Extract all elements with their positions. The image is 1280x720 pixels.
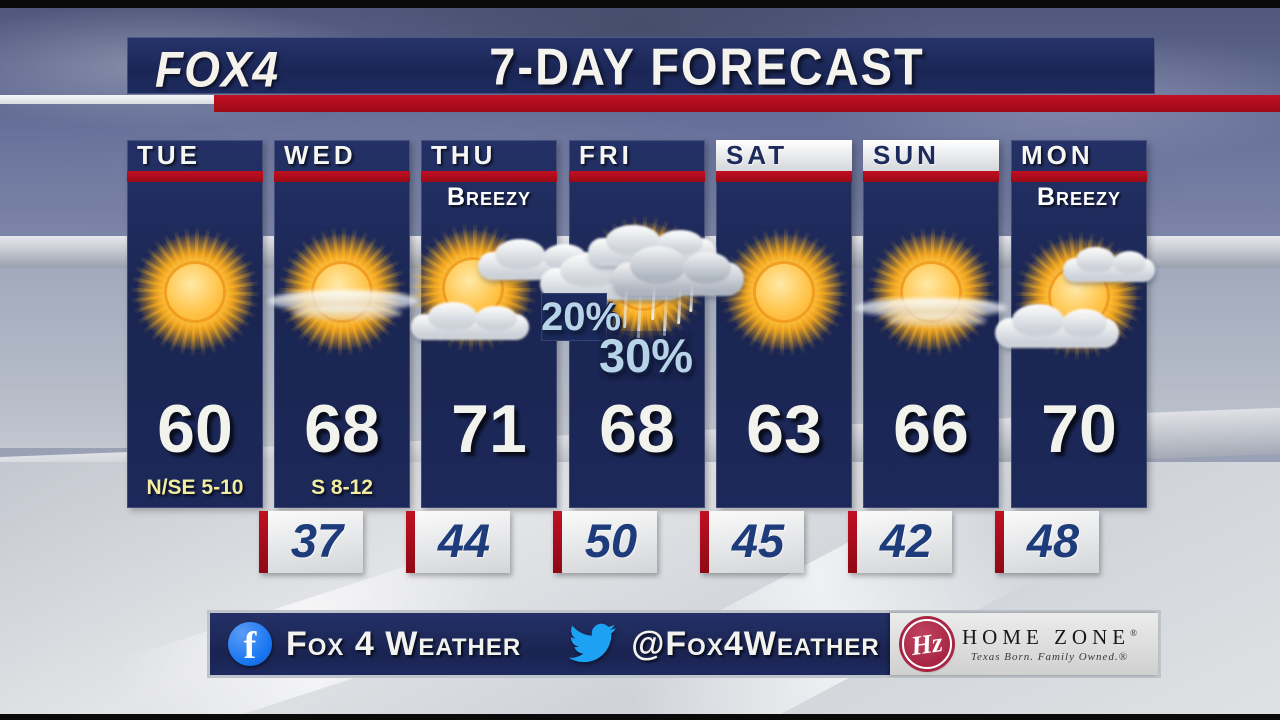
footer-bar: f Fox 4 Weather @Fox4Weather Hz HOME ZON… — [207, 610, 1161, 678]
low-temp-box: 37 — [259, 511, 363, 573]
trademark-symbol: ® — [1130, 628, 1137, 638]
accent-stripe-white — [0, 95, 214, 104]
low-temp: 37 — [290, 514, 344, 567]
forecast-column-tue: TUE 60 N/SE 5-10 — [127, 140, 263, 508]
sponsor-panel: Hz HOME ZONE® Texas Born. Family Owned.® — [890, 613, 1158, 675]
condition-label: Breezy — [1036, 183, 1122, 211]
forecast-column-sat: SAT 63 — [716, 140, 852, 508]
low-temp: 50 — [584, 514, 638, 567]
home-zone-monogram: Hz — [909, 626, 945, 661]
facebook-glyph: f — [243, 625, 257, 667]
day-label: FRI — [579, 140, 633, 170]
low-temp: 42 — [879, 514, 933, 567]
day-label: TUE — [137, 140, 201, 170]
day-stripe — [716, 171, 852, 182]
mostly-sunny-icon — [268, 186, 418, 376]
twitter-icon — [569, 623, 616, 663]
high-temp: 70 — [1041, 391, 1117, 467]
precip-chance-thu: 20% — [541, 293, 622, 341]
day-stripe — [274, 171, 410, 182]
high-temp: 66 — [893, 391, 969, 467]
wind-label: S 8-12 — [311, 476, 373, 499]
day-label: WED — [284, 140, 357, 170]
high-temp: 63 — [746, 391, 822, 467]
day-label: THU — [431, 140, 497, 170]
condition-label: Breezy — [446, 183, 532, 211]
low-temp-box: 44 — [406, 511, 510, 573]
day-stripe — [569, 171, 705, 182]
letterbox-bar — [0, 0, 1280, 8]
high-temp: 60 — [157, 391, 233, 467]
high-temp: 71 — [451, 391, 527, 467]
page-title-text: 7-DAY FORECAST — [489, 37, 925, 96]
page-title: 7-DAY FORECAST — [387, 37, 1027, 96]
sunny-icon — [716, 186, 852, 376]
forecast-column-thu: THU Breezy 71 — [407, 140, 557, 508]
sponsor-name: HOME ZONE® — [962, 625, 1137, 650]
low-temp-box: 48 — [995, 511, 1099, 573]
day-stripe — [421, 171, 557, 182]
day-label: MON — [1021, 140, 1094, 170]
day-stripe — [1011, 171, 1147, 182]
accent-stripe-red — [214, 95, 1280, 112]
high-temp: 68 — [304, 391, 380, 467]
mostly-sunny-icon — [855, 186, 1007, 376]
precip-chance-fri: 30% — [599, 329, 694, 382]
header-bar: FOX4 7-DAY FORECAST — [127, 37, 1155, 97]
forecast-column-sun: SUN 66 — [855, 140, 1007, 508]
partly-cloudy-icon — [995, 186, 1155, 376]
low-temp: 45 — [731, 514, 785, 567]
sponsor-name-text: HOME ZONE — [962, 625, 1131, 649]
fox4-logo: FOX4 — [155, 41, 280, 98]
low-temp-box: 45 — [700, 511, 804, 573]
forecast-column-wed: WED 68 S 8-12 — [268, 140, 418, 508]
facebook-page-label: Fox 4 Weather — [286, 624, 522, 663]
facebook-icon: f — [228, 622, 272, 667]
low-temp: 48 — [1026, 514, 1080, 567]
day-stripe — [127, 171, 263, 182]
sunny-icon — [127, 186, 263, 376]
day-label: SUN — [863, 140, 999, 171]
low-temp-box: 42 — [848, 511, 952, 573]
twitter-handle-label: @Fox4Weather — [631, 624, 880, 663]
forecast-column-mon: MON Breezy 70 — [995, 140, 1155, 508]
day-stripe — [863, 171, 999, 182]
partly-cloudy-icon — [407, 186, 557, 376]
high-temp: 68 — [599, 391, 675, 467]
home-zone-logo-icon: Hz — [902, 619, 952, 669]
low-temp: 44 — [437, 514, 491, 567]
letterbox-bar — [0, 714, 1280, 720]
wind-label: N/SE 5-10 — [146, 476, 244, 499]
sponsor-tagline: Texas Born. Family Owned.® — [970, 651, 1128, 663]
day-label: SAT — [716, 140, 852, 171]
sponsor-text: HOME ZONE® Texas Born. Family Owned.® — [962, 625, 1137, 663]
low-temp-box: 50 — [553, 511, 657, 573]
